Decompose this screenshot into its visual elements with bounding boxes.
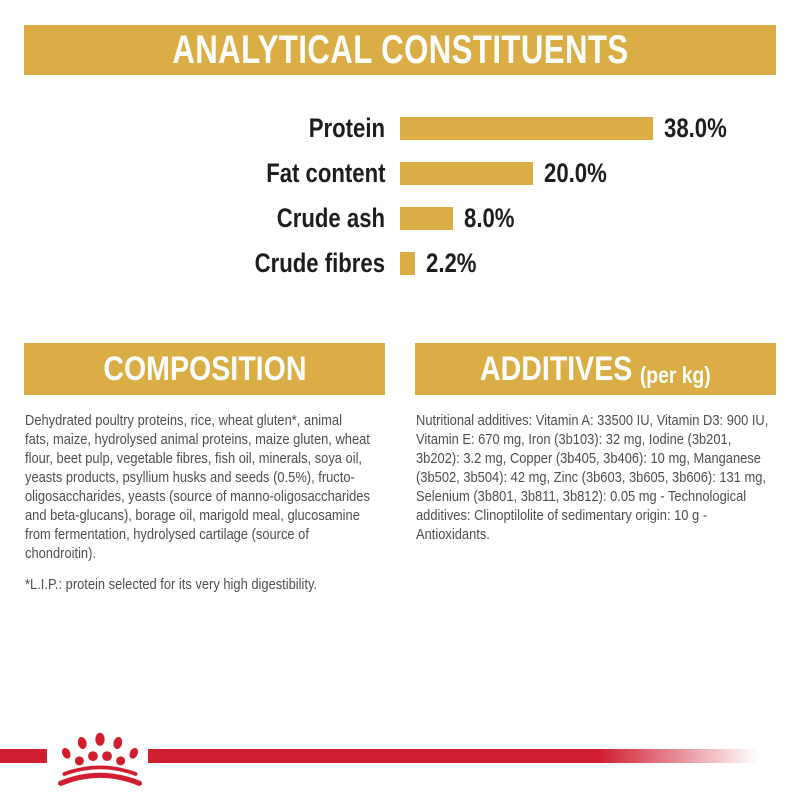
- chart-value-label: 2.2%: [426, 248, 488, 279]
- chart-value-text: 8.0%: [464, 203, 515, 233]
- chart-value-text: 2.2%: [425, 248, 477, 278]
- additives-heading-group: ADDITIVES (per kg): [480, 350, 711, 389]
- composition-banner: COMPOSITION: [24, 343, 385, 395]
- chart-category-text: Crude fibres: [254, 248, 385, 278]
- chart-row: Crude fibres 2.2%: [0, 248, 740, 278]
- chart-category-label: Fat content: [0, 158, 385, 189]
- chart-category-text: Protein: [308, 113, 385, 143]
- chart-value-label: 8.0%: [464, 203, 526, 234]
- composition-footnote: *L.I.P.: protein selected for its very h…: [25, 576, 318, 593]
- chart-category-label: Protein: [0, 113, 385, 144]
- royal-canin-crown-logo: [58, 732, 142, 786]
- brand-stripe-right: [148, 749, 758, 763]
- chart-row: Protein 38.0%: [0, 113, 740, 143]
- additives-banner: ADDITIVES (per kg): [415, 343, 776, 395]
- chart-value-label: 38.0%: [664, 113, 741, 144]
- chart-row: Fat content 20.0%: [0, 158, 740, 188]
- chart-category-label: Crude ash: [0, 203, 385, 234]
- composition-body: Dehydrated poultry proteins, rice, wheat…: [25, 412, 370, 562]
- additives-heading-suffix: (per kg): [640, 361, 711, 388]
- analytical-constituents-banner: ANALYTICAL CONSTITUENTS: [24, 25, 776, 75]
- chart-value-text: 38.0%: [663, 113, 727, 143]
- chart-category-text: Fat content: [265, 158, 385, 188]
- additives-heading: ADDITIVES: [480, 349, 633, 388]
- chart-value-text: 20.0%: [544, 158, 607, 188]
- chart-category-text: Crude ash: [276, 203, 385, 233]
- brand-stripe-left: [0, 749, 47, 763]
- chart-value-label: 20.0%: [544, 158, 621, 189]
- additives-body: Nutritional additives: Vitamin A: 33500 …: [416, 412, 769, 543]
- chart-bar: [400, 162, 533, 185]
- page-title: ANALYTICAL CONSTITUENTS: [171, 27, 629, 72]
- analytical-chart: Protein 38.0% Fat content 20.0% Crude ash 8.0…: [0, 113, 740, 278]
- composition-heading: COMPOSITION: [102, 349, 307, 388]
- chart-category-label: Crude fibres: [0, 248, 385, 279]
- chart-bar: [400, 207, 454, 230]
- chart-row: Crude ash 8.0%: [0, 203, 740, 233]
- chart-bar: [400, 117, 653, 140]
- chart-bar: [400, 252, 415, 275]
